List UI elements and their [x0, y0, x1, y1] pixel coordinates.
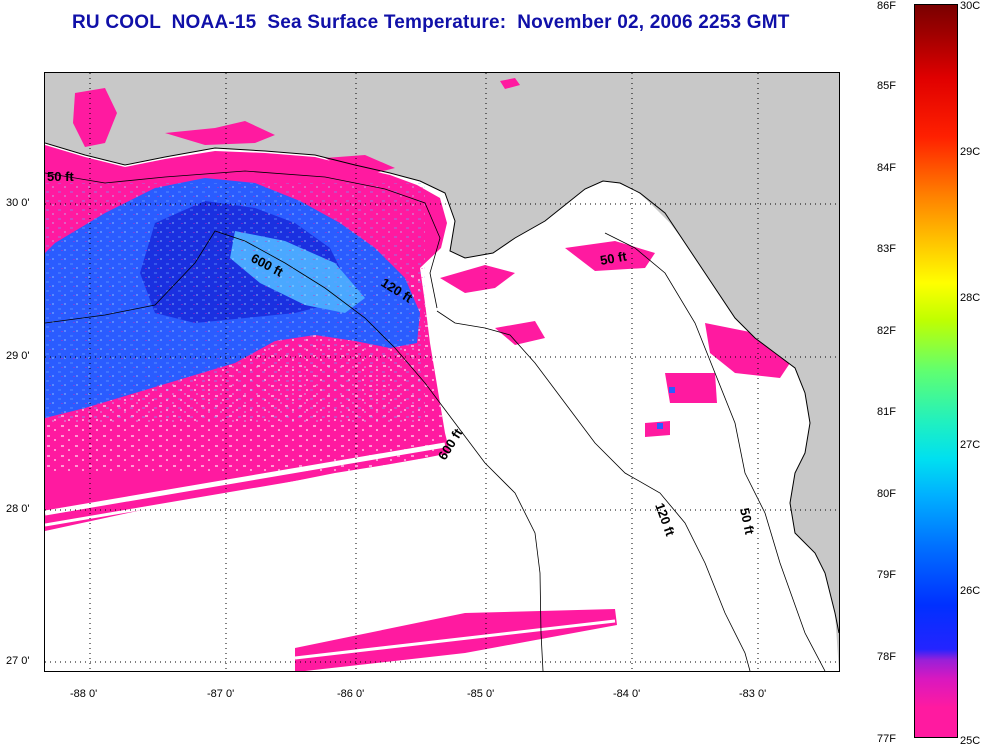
isobath-600ft [45, 230, 544, 671]
sst-map: 50 ft 600 ft 120 ft 50 ft 600 ft 120 ft … [44, 72, 840, 672]
contour-label: 50 ft [47, 169, 74, 184]
sst-patch-cool [657, 423, 663, 429]
swath-gap-line [294, 619, 616, 660]
bay-mobile [73, 88, 117, 147]
contour-label: 50 ft [737, 507, 757, 537]
isobath-120ft [436, 310, 751, 671]
colorbar-f-label: 78F [877, 651, 896, 663]
swath-gap-line [45, 442, 446, 516]
cool-sst-texture [45, 183, 425, 423]
bay-pensacola [165, 121, 275, 145]
lat-label: 28 0' [6, 503, 30, 515]
lon-label: -86 0' [337, 688, 365, 700]
map-canvas: 50 ft 600 ft 120 ft 50 ft 600 ft 120 ft … [45, 73, 839, 671]
temperature-colorbar [914, 4, 958, 738]
coastline [45, 142, 839, 634]
colorbar-c-label: 25C [960, 735, 981, 747]
lon-label: -83 0' [739, 688, 767, 700]
isobath-50ft-east [604, 232, 826, 671]
sst-patch [495, 321, 545, 345]
bay-choctawhatchee [325, 155, 395, 173]
lon-label: -84 0' [613, 688, 641, 700]
lat-label: 27 0' [6, 655, 30, 667]
colorbar-c-label: 29C [960, 146, 981, 158]
lake-patch [500, 78, 520, 89]
colorbar-f-label: 81F [877, 406, 896, 418]
colorbar-c-label: 27C [960, 439, 981, 451]
contour-label: 50 ft [599, 248, 629, 268]
isobath-50ft-west [45, 170, 441, 309]
colorbar-f-label: 80F [877, 488, 896, 500]
lat-label: 29 0' [6, 350, 30, 362]
swath-gap-line [45, 455, 446, 527]
map-title: RU COOL NOAA-15 Sea Surface Temperature:… [72, 12, 790, 33]
sst-patch [665, 373, 717, 403]
colorbar-f-label: 77F [877, 733, 896, 745]
sst-patch [440, 265, 515, 293]
colorbar-f-label: 83F [877, 243, 896, 255]
lon-label: -85 0' [467, 688, 495, 700]
lon-label: -88 0' [70, 688, 98, 700]
sst-patch-cool [669, 387, 675, 393]
colorbar-c-label: 28C [960, 292, 981, 304]
colorbar-f-label: 85F [877, 80, 896, 92]
lat-label: 30 0' [6, 197, 30, 209]
colorbar-c-label: 30C [960, 0, 981, 12]
sst-patch [705, 323, 790, 378]
colorbar-c-label: 26C [960, 585, 981, 597]
colorbar-f-label: 86F [877, 0, 896, 12]
colorbar-f-label: 82F [877, 325, 896, 337]
colorbar-f-label: 79F [877, 569, 896, 581]
lon-label: -87 0' [207, 688, 235, 700]
colorbar-f-label: 84F [877, 162, 896, 174]
land-florida [445, 73, 839, 633]
